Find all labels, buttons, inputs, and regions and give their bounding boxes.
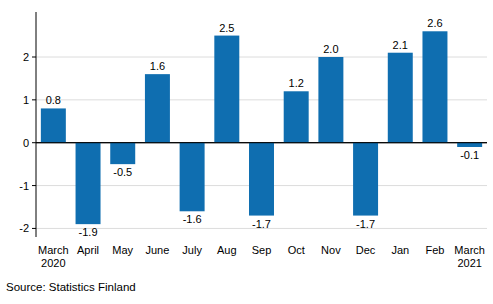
category-label-line: March [454,244,485,256]
bar [457,143,482,147]
y-axis [36,12,37,237]
category-label-line: June [145,244,169,256]
category-label-line: April [77,244,99,256]
data-label: 0.8 [46,94,61,106]
bar [422,31,447,142]
grid-line [36,142,487,143]
bar [284,91,309,142]
category-label: Jan [391,244,409,256]
category-label: Oct [288,244,305,256]
tick-label: 2 [23,51,29,63]
category-label: Aug [217,244,237,256]
category-label-line: Nov [321,244,341,256]
tick-mark [32,57,36,58]
category-label: May [112,244,133,256]
data-label: -0.5 [113,166,132,178]
tick-label: -2 [19,222,29,234]
bar [110,143,135,164]
category-label-line: March [38,244,69,256]
category-label-line: Sep [252,244,272,256]
category-label-line: Dec [356,244,376,256]
category-label-line: Aug [217,244,237,256]
data-label: 1.6 [150,60,165,72]
bar [353,143,378,216]
category-label-line: Oct [288,244,305,256]
category-label: Sep [252,244,272,256]
bar [76,143,101,224]
data-label: -1.7 [356,218,375,230]
category-label: April [77,244,99,256]
category-label: March2021 [454,244,485,269]
data-label: 1.2 [289,77,304,89]
category-label-line: 2020 [41,257,65,269]
tick-label: -1 [19,180,29,192]
bar [388,53,413,143]
category-label: July [182,244,202,256]
bar [41,108,66,142]
category-label: Dec [356,244,376,256]
bar [318,57,343,143]
grid-line [36,99,487,100]
tick-label: 1 [23,94,29,106]
source: Source: Statistics Finland [6,281,136,293]
bar [214,36,239,143]
category-label: June [145,244,169,256]
data-label: -1.9 [79,226,98,238]
bars [41,31,482,224]
category-label-line: May [112,244,133,256]
chart-container: -2 -1 0 1 2 0.8 -1.9 -0.5 1.6 -1.6 2.5 -1.7 1.2 2.0 -1… [0,0,493,304]
tick-mark [32,228,36,229]
data-label: 2.0 [323,43,338,55]
zero-line [36,142,487,143]
category-label-line: Jan [391,244,409,256]
bar [180,143,205,212]
category-label: Nov [321,244,341,256]
tick-mark [32,142,36,143]
data-label: 2.6 [427,17,442,29]
data-label: -1.6 [183,213,202,225]
data-label: 2.5 [219,22,234,34]
tick-mark [32,185,36,186]
bar [145,74,170,143]
category-label: March2020 [38,244,69,269]
tick-mark [32,99,36,100]
data-label: -1.7 [252,218,271,230]
bar [249,143,274,216]
data-label: -0.1 [460,149,479,161]
category-label-line: July [182,244,202,256]
grid-line [36,57,487,58]
tick-label: 0 [23,137,29,149]
chart: -2 -1 0 1 2 0.8 -1.9 -0.5 1.6 -1.6 2.5 -1.7 1.2 2.0 -1… [0,0,493,304]
data-label: 2.1 [393,39,408,51]
category-label-line: 2021 [457,257,481,269]
category-label: Feb [425,244,444,256]
category-label-line: Feb [425,244,444,256]
